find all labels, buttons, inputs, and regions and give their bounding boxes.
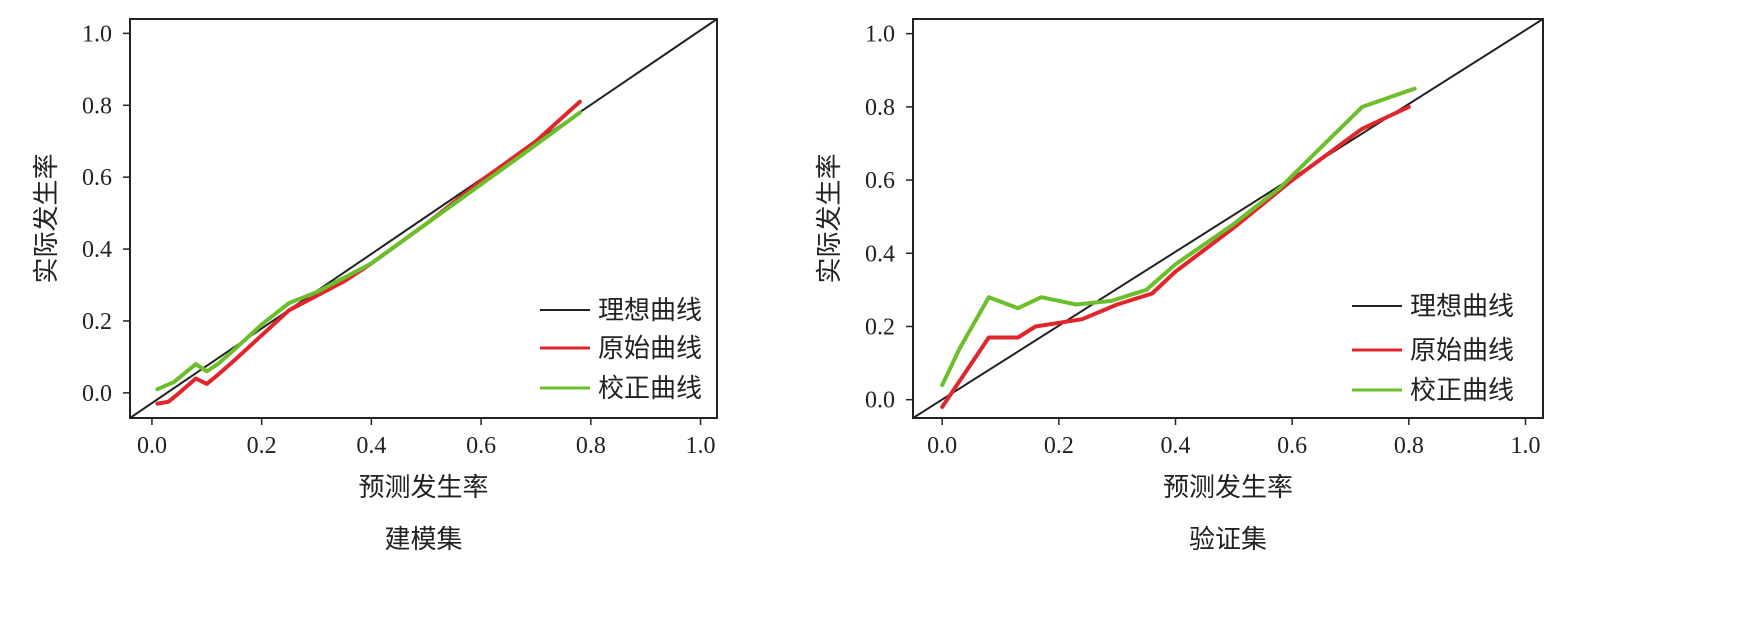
panel-caption: 建模集 <box>384 525 462 555</box>
x-tick-label: 0.0 <box>927 433 957 459</box>
series-line-original <box>940 104 1411 409</box>
legend-label-corrected: 校正曲线 <box>1410 376 1514 406</box>
y-tick-label: 0.4 <box>865 241 895 267</box>
series-line-ideal <box>130 19 717 418</box>
y-tick-label: 0.6 <box>82 165 112 191</box>
legend-label-original: 原始曲线 <box>598 334 702 364</box>
y-tick-label: 0.0 <box>865 388 895 414</box>
plot-frame <box>129 18 718 419</box>
legend-label-ideal: 理想曲线 <box>1410 292 1514 322</box>
x-tick-label: 0.0 <box>137 433 167 459</box>
series-line-original <box>155 99 582 406</box>
plot-frame <box>912 18 1544 419</box>
series-line-ideal <box>913 19 1543 418</box>
chart-panel-1: 0.0 0.2 0.4 0.6 0.8 1.0 0.0 0.2 0.4 0.6 0.8 1.0 预测发生… <box>32 18 718 555</box>
legend-label-original: 原始曲线 <box>1410 336 1514 366</box>
chart-panel-2: 0.0 0.2 0.4 0.6 0.8 1.0 0.0 0.2 0.4 0.6 0.8 1.0 预测发生… <box>815 18 1544 555</box>
y-tick-label: 0.2 <box>865 314 895 340</box>
x-tick-label: 0.4 <box>356 433 386 459</box>
y-tick-label: 0.4 <box>82 237 112 263</box>
panel-caption: 验证集 <box>1189 525 1267 555</box>
x-tick-label: 0.8 <box>576 433 606 459</box>
y-tick-label: 0.8 <box>82 93 112 119</box>
y-axis-label: 实际发生率 <box>815 153 845 283</box>
y-tick-label: 0.0 <box>82 381 112 407</box>
y-tick-label: 0.2 <box>82 309 112 335</box>
x-tick-label: 0.2 <box>247 433 277 459</box>
x-tick-label: 0.2 <box>1044 433 1074 459</box>
x-tick-label: 1.0 <box>686 433 716 459</box>
series-line-corrected <box>940 86 1417 388</box>
legend-label-corrected: 校正曲线 <box>598 374 702 404</box>
x-axis-label: 预测发生率 <box>358 473 488 503</box>
y-axis-label: 实际发生率 <box>32 153 62 283</box>
x-tick-label: 0.8 <box>1394 433 1424 459</box>
x-tick-label: 0.4 <box>1161 433 1191 459</box>
y-tick-label: 0.8 <box>865 95 895 121</box>
series-line-corrected <box>155 110 582 392</box>
legend-label-ideal: 理想曲线 <box>598 296 702 326</box>
y-tick-label: 1.0 <box>82 21 112 47</box>
x-tick-label: 0.6 <box>466 433 496 459</box>
x-axis-label: 预测发生率 <box>1163 473 1293 503</box>
x-tick-label: 0.6 <box>1277 433 1307 459</box>
x-tick-label: 1.0 <box>1511 433 1541 459</box>
y-tick-label: 1.0 <box>865 22 895 48</box>
y-tick-label: 0.6 <box>865 168 895 194</box>
